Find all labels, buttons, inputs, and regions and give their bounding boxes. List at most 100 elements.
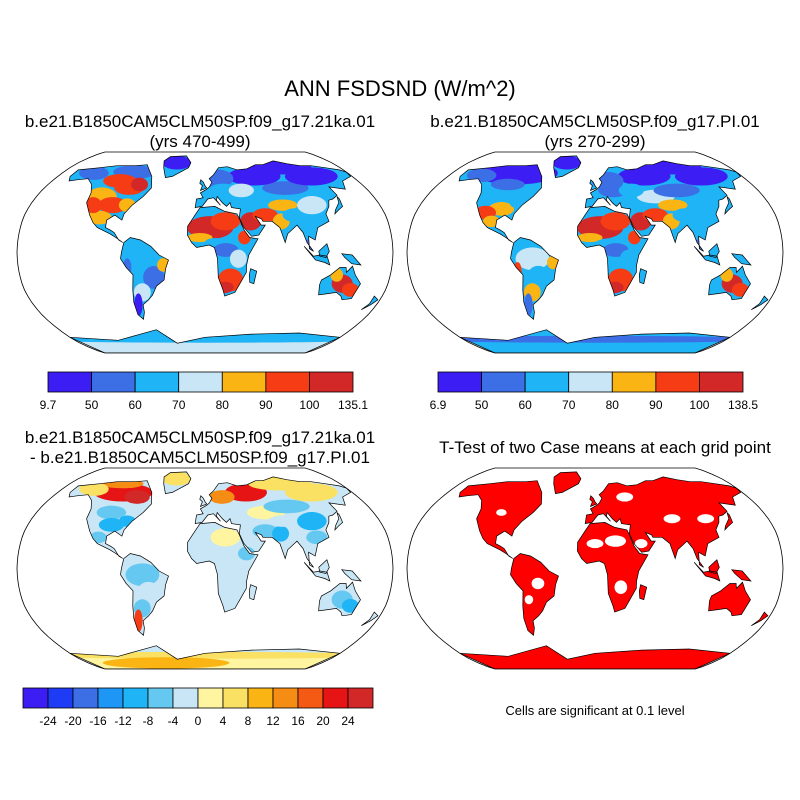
field-cell <box>228 183 254 198</box>
field-cell <box>688 198 718 217</box>
map-case2 <box>406 151 784 354</box>
colorbar-swatch <box>322 687 349 709</box>
non-significant-cells <box>604 535 626 547</box>
land-field <box>69 155 378 353</box>
colorbar-swatch <box>297 687 324 709</box>
coastline <box>751 611 769 627</box>
colorbar-swatch <box>272 687 299 709</box>
panel3-title-line2: - b.e21.B1850CAM5CLM50SP.f09_g17.PI.01 <box>30 448 370 467</box>
colorbar-tick-label: 12 <box>266 714 280 728</box>
coastline <box>458 164 543 243</box>
non-significant-cells <box>496 509 507 516</box>
coastline <box>638 268 648 285</box>
field-cell <box>297 512 327 531</box>
colorbar-tick-label: 16 <box>291 714 305 728</box>
colorbar-swatch <box>222 687 249 709</box>
field-cell <box>262 181 309 195</box>
colorbar-swatch <box>437 371 482 393</box>
panel2-title-line1: b.e21.B1850CAM5CLM50SP.f09_g17.PI.01 <box>430 112 760 131</box>
colorbar-case2: 6.9 50 60 70 80 90 100 138.5 <box>430 371 758 412</box>
colorbar-swatch <box>265 371 310 393</box>
non-significant-cells <box>616 492 634 502</box>
coastline <box>708 581 751 617</box>
field-cell <box>79 482 109 496</box>
field-cell <box>213 559 239 573</box>
field-cell <box>466 168 497 183</box>
coastline <box>69 329 342 353</box>
coastline <box>730 569 752 582</box>
globe-outline <box>406 151 784 354</box>
colorbar-tick-label: -8 <box>143 714 154 728</box>
colorbar-swatch <box>22 687 49 709</box>
coastline <box>708 265 751 301</box>
coastline <box>458 480 543 559</box>
colorbar-swatch <box>309 371 354 393</box>
coastline <box>361 611 379 627</box>
colorbar-swatch <box>91 371 136 393</box>
colorbar-tick-label: 135.1 <box>338 398 368 412</box>
coastline <box>340 569 362 582</box>
field-cell <box>131 177 149 192</box>
colorbar-case1: 9.7 50 60 70 80 90 100 135.1 <box>40 371 368 412</box>
non-significant-cells <box>524 595 534 605</box>
field-cell <box>238 546 255 561</box>
colorbar-tick-label: -20 <box>64 714 82 728</box>
field-cell <box>84 197 102 214</box>
coastline <box>584 476 742 568</box>
coastline <box>120 237 169 320</box>
coastline <box>194 160 352 252</box>
coastline <box>724 512 734 531</box>
colorbar-swatch <box>221 371 267 393</box>
field-cell <box>297 196 327 215</box>
coastline <box>577 522 649 613</box>
field-cell <box>124 490 150 504</box>
coastline <box>459 329 732 353</box>
coastline <box>187 206 259 297</box>
field-cell <box>482 215 500 228</box>
field-cell <box>306 530 328 545</box>
panel4-title-line1: T-Test of two Case means at each grid po… <box>439 438 771 457</box>
field-cell <box>209 490 235 504</box>
colorbar-tick-label: 100 <box>689 398 709 412</box>
coastline <box>248 268 258 285</box>
coastline <box>693 562 721 582</box>
field-cell <box>267 515 298 527</box>
coastline <box>553 155 582 179</box>
colorbar-tick-label: 60 <box>128 398 142 412</box>
panel4-title: T-Test of two Case means at each grid po… <box>410 438 800 458</box>
coastline <box>693 246 721 266</box>
field-cell <box>618 183 644 198</box>
colorbar-tick-label: 20 <box>316 714 330 728</box>
coastline <box>589 179 598 192</box>
colorbar-swatch <box>122 687 149 709</box>
coastline <box>510 553 559 636</box>
colorbar-tick-label: -12 <box>114 714 132 728</box>
field-cell <box>577 232 603 243</box>
field-cell <box>125 563 160 587</box>
coastline <box>163 155 192 179</box>
coastline <box>553 471 582 495</box>
coastline <box>318 243 330 258</box>
coastline <box>187 522 259 613</box>
non-significant-cells <box>614 580 628 595</box>
colorbar-tick-label: 9.7 <box>40 398 57 412</box>
panel2-title: b.e21.B1850CAM5CLM50SP.f09_g17.PI.01 (yr… <box>400 112 790 152</box>
field-cell <box>125 247 160 271</box>
coastline <box>751 295 769 311</box>
field-cell <box>490 178 525 191</box>
coastline <box>199 179 208 192</box>
colorbar-difference: -24 -20 -16 -12 -8 -4 0 4 8 12 16 20 24 <box>22 687 374 728</box>
non-significant-cells <box>634 539 648 549</box>
colorbar-swatch <box>97 687 124 709</box>
coastline <box>69 645 342 669</box>
panel3-title-line1: b.e21.B1850CAM5CLM50SP.f09_g17.21ka.01 <box>24 428 376 447</box>
coastline <box>199 495 208 508</box>
map-case1 <box>16 151 394 354</box>
field-cell <box>162 471 192 486</box>
colorbar-swatch <box>134 371 180 393</box>
colorbar-tick-label: 90 <box>259 398 273 412</box>
coastline <box>459 645 732 669</box>
colorbar-swatch <box>481 371 526 393</box>
colorbar-tick-label: 100 <box>299 398 319 412</box>
colorbar-tick-label: -24 <box>39 714 57 728</box>
